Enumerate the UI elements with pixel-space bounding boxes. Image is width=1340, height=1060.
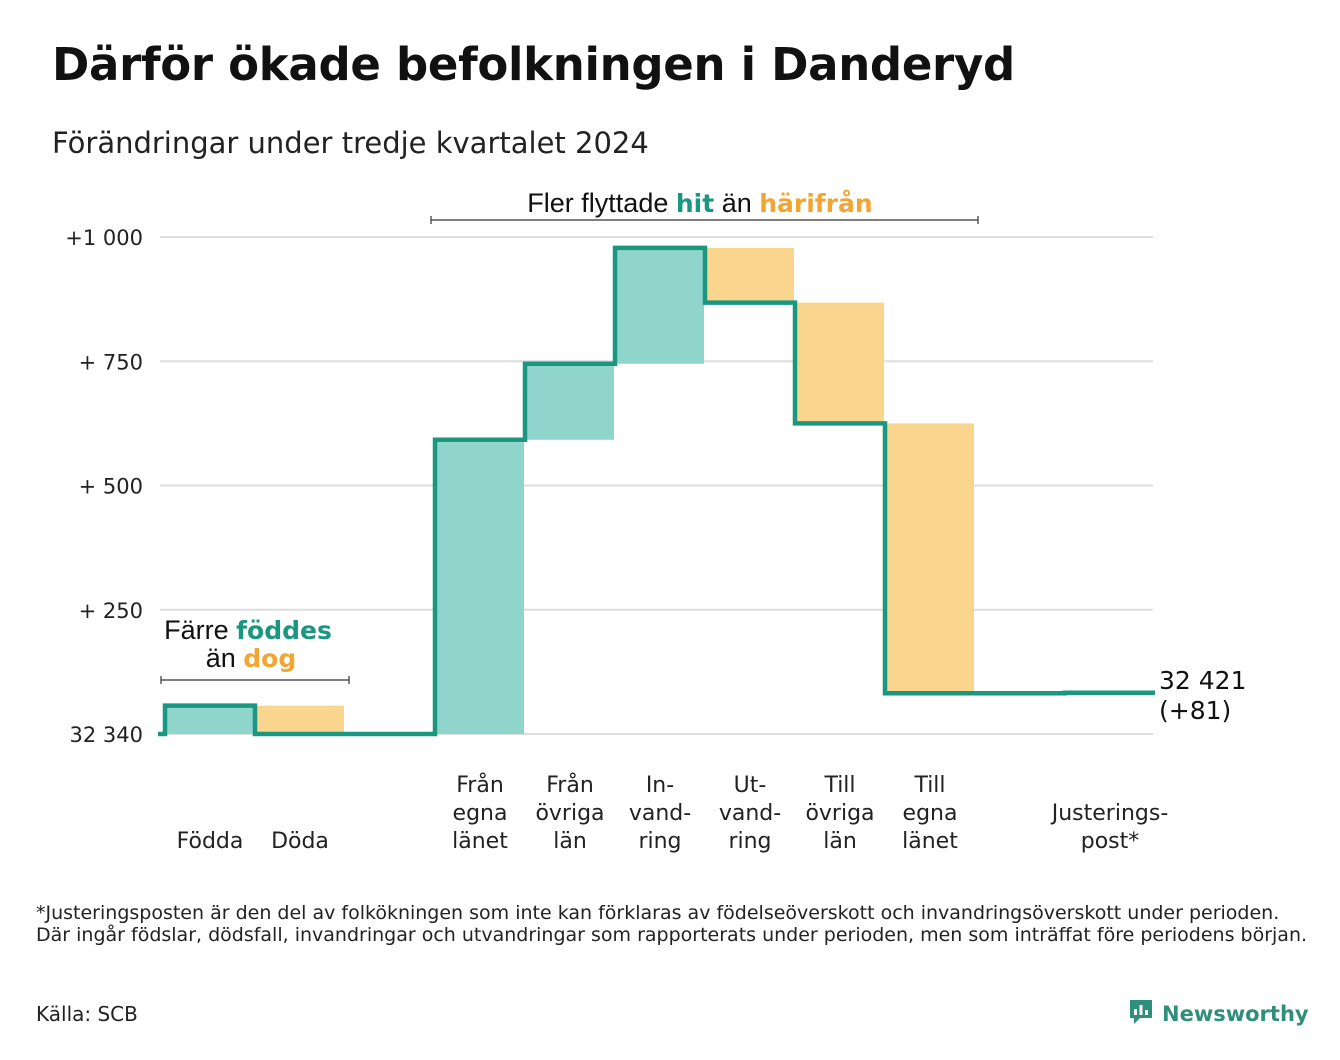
category-label: ring [728, 829, 771, 854]
waterfall-bar [255, 705, 344, 734]
annotation-births-line2: än dog [206, 643, 297, 673]
line-layer [158, 245, 1155, 737]
category-label: Ut- [734, 773, 767, 798]
waterfall-bar [705, 247, 794, 303]
annotation-births-line1: Färre föddes [164, 615, 332, 645]
category-label: Till [823, 773, 855, 798]
annotation-highlight-teal: hit [676, 189, 714, 218]
category-label: post* [1081, 829, 1140, 854]
chart-subtitle: Förändringar under tredje kvartalet 2024 [52, 126, 649, 160]
annotation-text: än [714, 188, 759, 218]
end-value-label: 32 421 [1159, 666, 1246, 695]
grid-layer: 32 340 +1 000 + 750 + 500 + 250 [65, 226, 1153, 747]
waterfall-bar [795, 302, 884, 424]
category-label: Födda [177, 829, 244, 854]
source-credit: Källa: SCB [36, 1002, 138, 1026]
category-label: In- [646, 773, 674, 798]
category-label: län [823, 829, 857, 854]
y-tick-label: + 500 [79, 475, 143, 499]
category-label: länet [902, 829, 958, 854]
bars-layer [165, 247, 974, 734]
y-tick-label: + 250 [79, 599, 143, 623]
category-label: övriga [535, 801, 604, 826]
category-label: Till [913, 773, 945, 798]
annotation-migration-line1: Fler flyttade hit än härifrån [527, 188, 872, 218]
newsworthy-logo-icon [1128, 998, 1154, 1030]
end-value-label: (+81) [1159, 696, 1231, 725]
y-tick-label: + 750 [79, 350, 143, 374]
waterfall-bar [615, 247, 704, 364]
waterfall-bar [435, 439, 524, 734]
category-label: egna [453, 801, 508, 826]
annotation-text: Färre [164, 615, 236, 645]
labels-layer: Födda Döda Från egna länet Från övriga län In-va… [177, 666, 1247, 854]
category-label: övriga [805, 801, 874, 826]
annotation-text: än [206, 643, 244, 673]
category-label: Från [546, 772, 594, 798]
category-label: vand- [629, 801, 691, 826]
waterfall-bar [165, 705, 254, 734]
cumulative-step-line [158, 245, 1155, 737]
category-label: Justerings- [1050, 801, 1169, 826]
category-label: Från [456, 772, 504, 798]
waterfall-bar [525, 363, 614, 440]
y-tick-label: 32 340 [70, 723, 143, 747]
waterfall-bar [885, 423, 974, 694]
category-label: länet [452, 829, 508, 854]
newsworthy-logo-text: Newsworthy [1162, 1002, 1309, 1026]
chart-title: Därför ökade befolkningen i Danderyd [52, 38, 1015, 91]
newsworthy-logo: Newsworthy [1128, 998, 1309, 1030]
y-tick-label: +1 000 [65, 226, 143, 250]
footnote: *Justeringsposten är den del av folkökni… [36, 902, 1308, 946]
category-label: egna [903, 801, 958, 826]
annotation-highlight-orange: dog [243, 644, 296, 673]
annotation-highlight-orange: härifrån [759, 189, 872, 218]
category-label: Döda [271, 829, 329, 854]
annotation-highlight-teal: föddes [236, 616, 332, 645]
annotation-text: Fler flyttade [527, 188, 676, 218]
category-label: län [553, 829, 587, 854]
category-label: vand- [719, 801, 781, 826]
category-label: ring [638, 829, 681, 854]
